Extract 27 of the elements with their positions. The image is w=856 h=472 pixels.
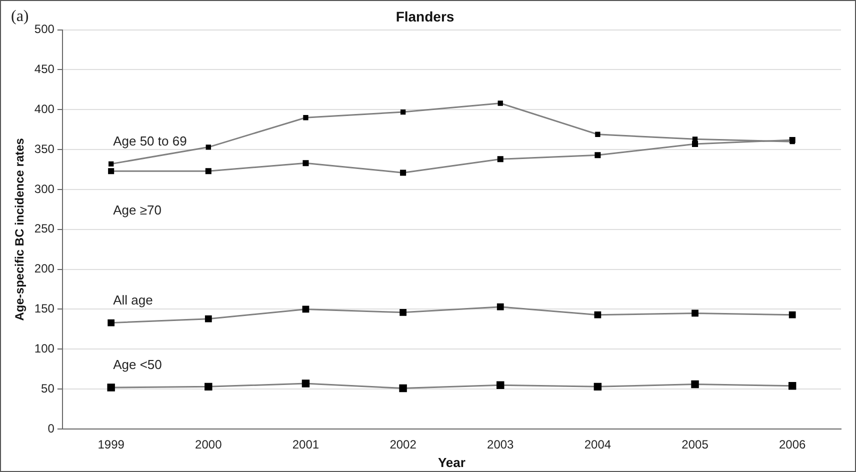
y-tick-label: 250 — [34, 222, 55, 236]
x-tick-label: 2004 — [584, 438, 612, 452]
x-tick-label: 1999 — [98, 438, 125, 452]
y-tick-label: 350 — [34, 142, 55, 156]
series-label: All age — [113, 292, 153, 308]
y-tick-label: 450 — [34, 62, 55, 76]
x-tick-label: 2003 — [487, 438, 514, 452]
y-tick-label: 0 — [48, 421, 55, 436]
x-tick-label: 2006 — [778, 438, 806, 452]
x-axis-title: Year — [438, 454, 466, 470]
x-tick-label: 2002 — [390, 438, 417, 452]
y-tick-label: 50 — [41, 381, 55, 396]
series-label: Age 50 to 69 — [113, 134, 187, 149]
y-tick-label: 400 — [34, 102, 55, 116]
series-label: Age <50 — [113, 357, 162, 372]
y-tick-label: 200 — [34, 262, 55, 276]
text: (a) — [11, 8, 29, 26]
chart-title: Flanders — [396, 8, 454, 24]
y-tick-label: 500 — [34, 22, 55, 36]
y-axis-title: Age-specific BC incidence rates — [12, 138, 27, 321]
y-tick-label: 150 — [34, 302, 55, 316]
y-tick-label: 300 — [34, 182, 55, 196]
text: Age ≥70 — [113, 202, 162, 218]
x-tick-label: 2000 — [195, 438, 222, 452]
x-tick-label: 2001 — [292, 438, 320, 452]
x-tick-label: 2005 — [682, 438, 709, 452]
y-tick-label: 100 — [34, 341, 55, 356]
